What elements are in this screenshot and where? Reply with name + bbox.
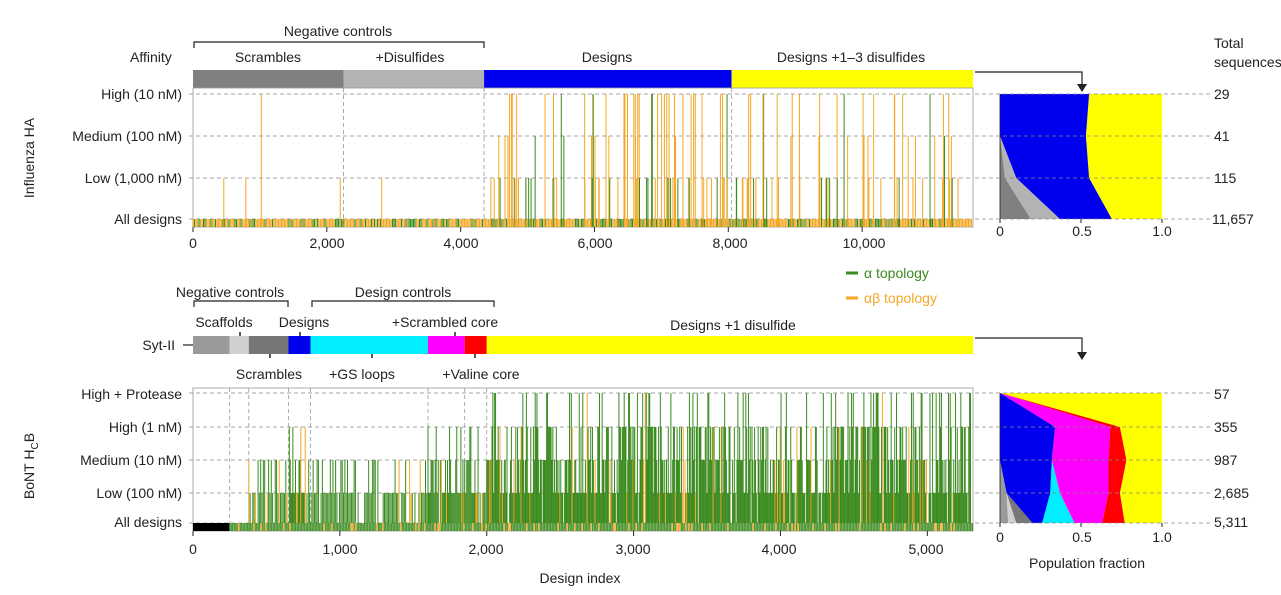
bottom-segment-bar-6	[464, 336, 487, 354]
bottom-fraction-label: Population fraction	[1029, 555, 1145, 571]
top-total-medium: 41	[1214, 128, 1230, 144]
bottom-total-all: 5,311	[1214, 514, 1248, 530]
bottom-fraction-tick-1: 0.5	[1072, 529, 1092, 545]
bottom-fraction-tick-2: 1.0	[1152, 529, 1172, 545]
bottom-arrow-head	[1077, 352, 1087, 360]
bottom-ylabel-sub: C	[30, 442, 41, 449]
top-total-low: 115	[1214, 170, 1237, 186]
top-segment-bar-3	[731, 70, 973, 88]
top-arrow-line	[975, 71, 1083, 88]
bottom-level-label-low: Low (100 nM)	[96, 485, 182, 501]
bottom-xtick-1: 1,000	[322, 541, 357, 557]
bottom-design-controls-label: Design controls	[355, 284, 452, 300]
bottom-ylabel-main: BoNT H	[21, 450, 37, 500]
top-total-all: 11,657	[1212, 211, 1254, 227]
top-segment-bar-1	[343, 70, 485, 88]
bottom-label-scrambles: Scrambles	[236, 366, 302, 382]
top-fraction-tick-2: 1.0	[1152, 223, 1172, 239]
top-negative-controls-bracket	[193, 41, 485, 48]
activity-lines	[192, 94, 973, 531]
bottom-label-designs-disulfide: Designs +1 disulfide	[670, 317, 796, 333]
top-fraction-tick-1: 0.5	[1072, 223, 1092, 239]
top-xtick-2: 4,000	[443, 235, 478, 251]
bottom-label-scaffolds: Scaffolds	[195, 314, 252, 330]
bottom-total-high: 355	[1214, 419, 1238, 435]
bottom-negative-controls-bracket	[193, 300, 289, 307]
bottom-label-gs-loops: +GS loops	[329, 366, 395, 382]
bottom-xtick-5: 5,000	[908, 541, 943, 557]
bottom-xtick-0: 0	[189, 541, 197, 557]
total-sequences-label-2: sequences	[1214, 54, 1281, 70]
top-xtick-3: 6,000	[577, 235, 612, 251]
top-arrow-head	[1077, 84, 1087, 92]
bottom-track-label: Syt-II	[142, 337, 175, 353]
bottom-population-area-3	[1000, 393, 1056, 523]
bottom-all-designs-black	[193, 523, 230, 531]
top-population-area-0	[1000, 94, 1031, 219]
top-negative-controls-label: Negative controls	[284, 23, 392, 39]
top-plot-frame	[192, 87, 974, 228]
bottom-segment-bar-7	[486, 336, 973, 354]
top-xtick-5: 10,000	[843, 235, 886, 251]
top-segment-label-designs: Designs	[582, 49, 633, 65]
bottom-label-valine-core: +Valine core	[442, 366, 519, 382]
top-total-high: 29	[1214, 86, 1230, 102]
top-population-area-3	[1085, 94, 1162, 219]
bottom-xtick-4: 4,000	[761, 541, 796, 557]
top-level-label-high: High (10 nM)	[101, 86, 182, 102]
top-segment-label-designs-disulfides: Designs +1–3 disulfides	[777, 49, 925, 65]
bottom-ylabel: BoNT HCB	[21, 433, 41, 499]
bottom-level-label-medium: Medium (10 nM)	[80, 452, 182, 468]
bottom-population-area-5	[1000, 393, 1111, 523]
top-xtick-0: 0	[189, 235, 197, 251]
top-segment-bar-2	[484, 70, 732, 88]
bottom-segment-bar-0	[193, 336, 230, 354]
legend-alphabeta-label: αβ topology	[864, 290, 937, 306]
bottom-population-area-0	[1000, 393, 1009, 523]
top-segment-label-disulfides: +Disulfides	[376, 49, 445, 65]
bottom-total-low: 2,685	[1214, 485, 1249, 501]
bottom-negative-controls-label: Negative controls	[176, 284, 284, 300]
bottom-segment-bar-4	[310, 336, 428, 354]
top-xtick-1: 2,000	[309, 235, 344, 251]
bottom-segment-bar-5	[427, 336, 465, 354]
bottom-segment-bar-1	[229, 336, 249, 354]
total-sequences-label-1: Total	[1214, 35, 1244, 51]
bottom-level-label-all: All designs	[114, 514, 182, 530]
bottom-label-designs: Designs	[279, 314, 330, 330]
bottom-segment-bar-2	[248, 336, 289, 354]
legend-alpha-label: α topology	[864, 265, 929, 281]
bottom-xtick-2: 2,000	[468, 541, 503, 557]
top-affinity-label: Affinity	[130, 49, 172, 65]
top-population-area-1	[1000, 94, 1060, 219]
bottom-level-label-high-protease: High + Protease	[81, 386, 182, 402]
top-level-label-low: Low (1,000 nM)	[85, 170, 182, 186]
bottom-population-area-6	[1000, 393, 1127, 523]
bottom-xlabel: Design index	[540, 570, 621, 586]
top-ylabel: Influenza HA	[21, 117, 37, 198]
bottom-level-label-high: High (1 nM)	[109, 419, 182, 435]
top-level-label-all: All designs	[114, 211, 182, 227]
bottom-segment-bar-3	[288, 336, 311, 354]
bottom-total-high-protease: 57	[1214, 386, 1230, 402]
bottom-population-area-7	[1000, 393, 1162, 523]
top-segment-label-scrambles: Scrambles	[235, 49, 301, 65]
bottom-design-controls-bracket	[311, 300, 495, 307]
bottom-xtick-3: 3,000	[615, 541, 650, 557]
bottom-fraction-tick-0: 0	[996, 529, 1004, 545]
top-segment-bar-0	[193, 70, 344, 88]
bottom-ylabel-end: B	[21, 433, 37, 442]
top-xtick-4: 8,000	[712, 235, 747, 251]
bottom-total-medium: 987	[1214, 452, 1238, 468]
top-population-area-2	[1000, 94, 1112, 219]
top-fraction-tick-0: 0	[996, 223, 1004, 239]
bottom-label-scrambled-core: +Scrambled core	[392, 314, 498, 330]
top-level-label-medium: Medium (100 nM)	[72, 128, 182, 144]
bottom-population-area-4	[1000, 393, 1075, 523]
bottom-arrow-line	[975, 337, 1083, 356]
